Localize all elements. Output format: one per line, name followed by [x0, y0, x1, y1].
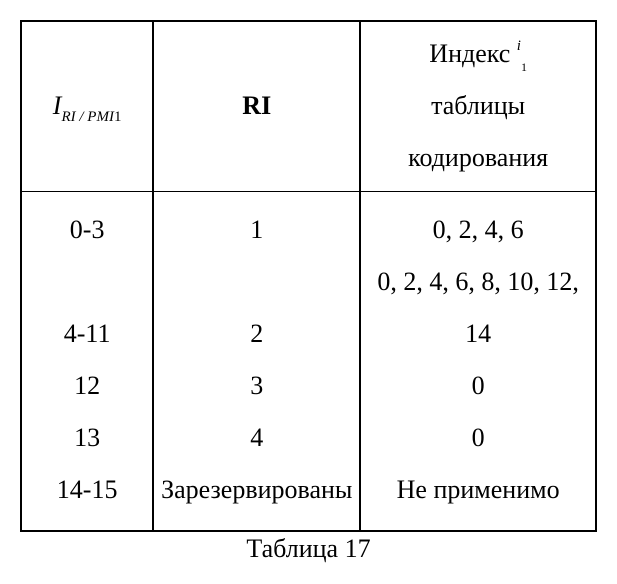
- cell: 14-15: [26, 464, 148, 516]
- cell: Зарезервированы: [158, 464, 355, 516]
- cell: 12: [26, 360, 148, 412]
- cell: 13: [26, 412, 148, 464]
- table-17: IRI / PMI1 RI Индекс i1 таблицы кодирова…: [20, 20, 597, 532]
- table-header-row: IRI / PMI1 RI Индекс i1 таблицы кодирова…: [21, 21, 596, 191]
- col-header-ri: RI: [153, 21, 360, 191]
- col1-sub: RI / PMI: [61, 109, 113, 125]
- col-iripmi-cell: 0-3 4-11 12 13 14-15: [21, 196, 153, 531]
- table-caption: Таблица 17: [20, 534, 597, 564]
- table-body-row: 0-3 4-11 12 13 14-15 1 2 3 4 Зарезервиро…: [21, 196, 596, 531]
- cell: 0, 2, 4, 6: [365, 204, 591, 256]
- cell: 0-3: [26, 204, 148, 256]
- col3-sup-sub: 1: [521, 60, 527, 74]
- cell: 2: [158, 308, 355, 360]
- cell: Не применимо: [365, 464, 591, 516]
- col3-line2: таблицы: [361, 80, 595, 132]
- col3-line3: кодирования: [361, 132, 595, 184]
- col-ri-cell: 1 2 3 4 Зарезервированы: [153, 196, 360, 531]
- col-index-cell: 0, 2, 4, 6 0, 2, 4, 6, 8, 10, 12, 14 0 0…: [360, 196, 596, 531]
- cell: 0: [365, 412, 591, 464]
- table-17-container: IRI / PMI1 RI Индекс i1 таблицы кодирова…: [20, 20, 597, 564]
- col2-label: RI: [242, 91, 271, 120]
- cell: 1: [158, 204, 355, 256]
- cell: 3: [158, 360, 355, 412]
- col3-sup: i: [517, 38, 521, 54]
- cell: 0: [365, 360, 591, 412]
- cell: 0, 2, 4, 6, 8, 10, 12, 14: [365, 256, 591, 360]
- col-header-index: Индекс i1 таблицы кодирования: [360, 21, 596, 191]
- cell: 4-11: [26, 308, 148, 360]
- col-header-iripmi: IRI / PMI1: [21, 21, 153, 191]
- col1-sub-trail: 1: [114, 109, 122, 125]
- cell: 4: [158, 412, 355, 464]
- col3-line1: Индекс: [429, 39, 510, 68]
